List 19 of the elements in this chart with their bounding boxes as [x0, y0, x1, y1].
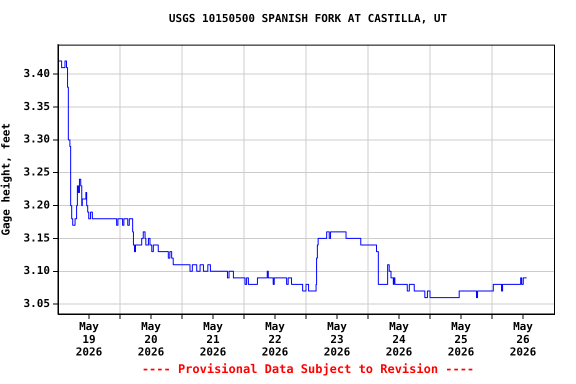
x-tick-label: May 24 2026	[386, 320, 413, 358]
x-tick-label: May 23 2026	[324, 320, 351, 358]
x-tick-label: May 22 2026	[262, 320, 289, 358]
chart-title: USGS 10150500 SPANISH FORK AT CASTILLA, UT	[168, 11, 448, 27]
x-tick-label: May 21 2026	[200, 320, 227, 358]
y-tick-label: 3.05	[24, 297, 50, 310]
x-tick-label: May 19 2026	[76, 320, 103, 358]
y-tick-label: 3.25	[24, 166, 50, 179]
y-tick-label: 3.20	[24, 198, 50, 212]
y-tick-label: 3.30	[24, 132, 50, 146]
x-tick-label: May 25 2026	[448, 320, 475, 358]
text: ---- Provisional Data Subject to Revision ----	[140, 362, 476, 376]
y-tick-label: 3.15	[24, 231, 50, 244]
y-tick-label: 3.35	[24, 100, 50, 113]
y-tick-label: 3.40	[24, 67, 50, 80]
y-tick-label: 3.10	[24, 264, 50, 278]
x-tick-label: May 20 2026	[138, 320, 165, 358]
y-axis-title: Gage height, feet	[0, 123, 12, 236]
x-tick-label: May 26 2026	[510, 320, 537, 358]
